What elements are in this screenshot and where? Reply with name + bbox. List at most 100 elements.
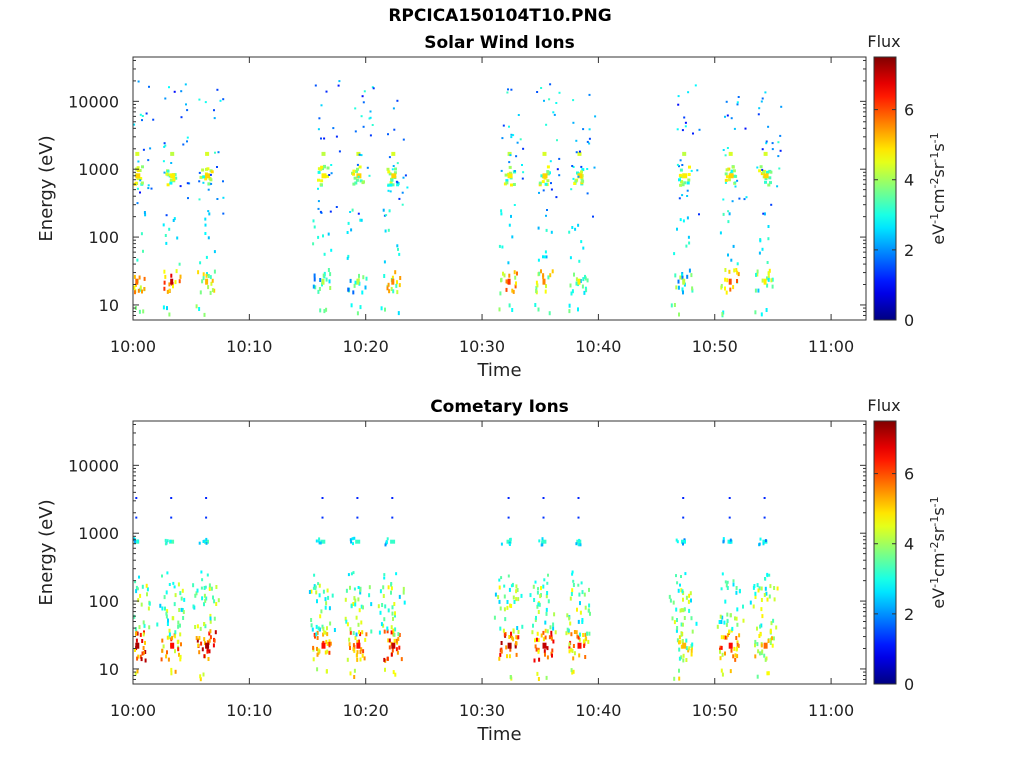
pixel bbox=[724, 286, 726, 291]
pixel bbox=[209, 178, 213, 182]
pixel bbox=[317, 170, 321, 174]
pixel bbox=[752, 604, 755, 609]
pixel bbox=[326, 649, 329, 654]
pixel bbox=[682, 278, 686, 285]
pixel bbox=[197, 270, 200, 275]
pixel bbox=[732, 582, 735, 587]
pixel bbox=[549, 625, 552, 630]
pixel bbox=[685, 638, 688, 643]
pixel bbox=[203, 654, 206, 659]
pixel bbox=[570, 647, 573, 652]
pixel bbox=[330, 172, 333, 175]
pixel bbox=[162, 160, 165, 163]
pixel bbox=[569, 256, 572, 260]
pixel bbox=[676, 618, 678, 622]
x-tick-label: 10:00 bbox=[110, 701, 156, 720]
pixel bbox=[356, 639, 359, 644]
pixel bbox=[394, 270, 397, 275]
pixel bbox=[586, 192, 589, 195]
pixel bbox=[767, 125, 770, 128]
pixel bbox=[321, 151, 326, 156]
pixel bbox=[767, 639, 770, 643]
pixel bbox=[537, 602, 540, 607]
pixel bbox=[159, 603, 162, 608]
pixel bbox=[387, 228, 390, 232]
pixel bbox=[354, 280, 357, 285]
pixel bbox=[691, 629, 694, 634]
pixel bbox=[328, 650, 331, 655]
pixel bbox=[217, 151, 220, 154]
pixel bbox=[682, 497, 685, 499]
pixel bbox=[680, 180, 683, 184]
pixel bbox=[177, 620, 180, 625]
pixel bbox=[391, 173, 397, 179]
pixel bbox=[203, 312, 206, 317]
pixel bbox=[200, 641, 203, 646]
pixel bbox=[170, 278, 174, 285]
pixel bbox=[588, 137, 591, 140]
pixel bbox=[211, 288, 214, 293]
pixel bbox=[327, 232, 330, 236]
pixel bbox=[776, 586, 779, 591]
pixel bbox=[134, 580, 137, 584]
pixel bbox=[541, 537, 544, 541]
pixel bbox=[577, 619, 580, 624]
pixel bbox=[520, 593, 523, 598]
pixel bbox=[136, 187, 139, 190]
pixel bbox=[517, 114, 520, 116]
pixel bbox=[580, 165, 583, 168]
pixel bbox=[391, 151, 396, 156]
pixel bbox=[500, 641, 503, 645]
pixel bbox=[164, 274, 167, 279]
pixel bbox=[538, 539, 541, 543]
pixel bbox=[761, 97, 764, 100]
pixel bbox=[142, 249, 144, 253]
pixel bbox=[364, 637, 367, 642]
pixel bbox=[690, 616, 693, 621]
pixel bbox=[761, 649, 764, 654]
pixel bbox=[207, 285, 210, 290]
pixel bbox=[577, 307, 579, 312]
pixel bbox=[691, 642, 694, 647]
pixel bbox=[544, 250, 547, 254]
pixel bbox=[186, 182, 189, 185]
pixel bbox=[388, 645, 391, 650]
pixel bbox=[356, 167, 359, 171]
pixel bbox=[553, 612, 556, 617]
pixel bbox=[322, 589, 325, 594]
pixel bbox=[165, 590, 168, 595]
pixel bbox=[354, 107, 357, 110]
pixel bbox=[570, 632, 573, 637]
pixel bbox=[133, 285, 136, 290]
pixel bbox=[210, 586, 213, 591]
pixel bbox=[535, 615, 537, 620]
pixel bbox=[198, 180, 201, 183]
x-tick-label: 10:10 bbox=[226, 337, 272, 356]
pixel bbox=[550, 182, 552, 185]
pixel bbox=[517, 597, 520, 602]
pixel bbox=[344, 597, 347, 602]
pixel bbox=[323, 252, 326, 256]
pixel bbox=[354, 636, 357, 640]
pixel bbox=[570, 592, 573, 596]
pixel bbox=[378, 630, 381, 635]
pixel bbox=[516, 271, 518, 276]
pixel bbox=[369, 116, 372, 119]
pixel bbox=[209, 619, 212, 624]
pixel bbox=[759, 537, 762, 541]
pixel bbox=[362, 101, 365, 104]
y-tick-label: 100 bbox=[88, 592, 119, 611]
pixel bbox=[390, 539, 396, 544]
pixel bbox=[542, 189, 545, 192]
pixel bbox=[398, 283, 401, 288]
pixel bbox=[356, 642, 361, 649]
pixel bbox=[756, 269, 759, 274]
pixel bbox=[537, 258, 540, 262]
pixel bbox=[587, 639, 590, 644]
pixel bbox=[196, 588, 199, 593]
pixel bbox=[685, 658, 688, 662]
pixel bbox=[313, 273, 316, 278]
pixel bbox=[382, 594, 385, 598]
pixel bbox=[728, 642, 733, 649]
pixel bbox=[134, 290, 136, 295]
